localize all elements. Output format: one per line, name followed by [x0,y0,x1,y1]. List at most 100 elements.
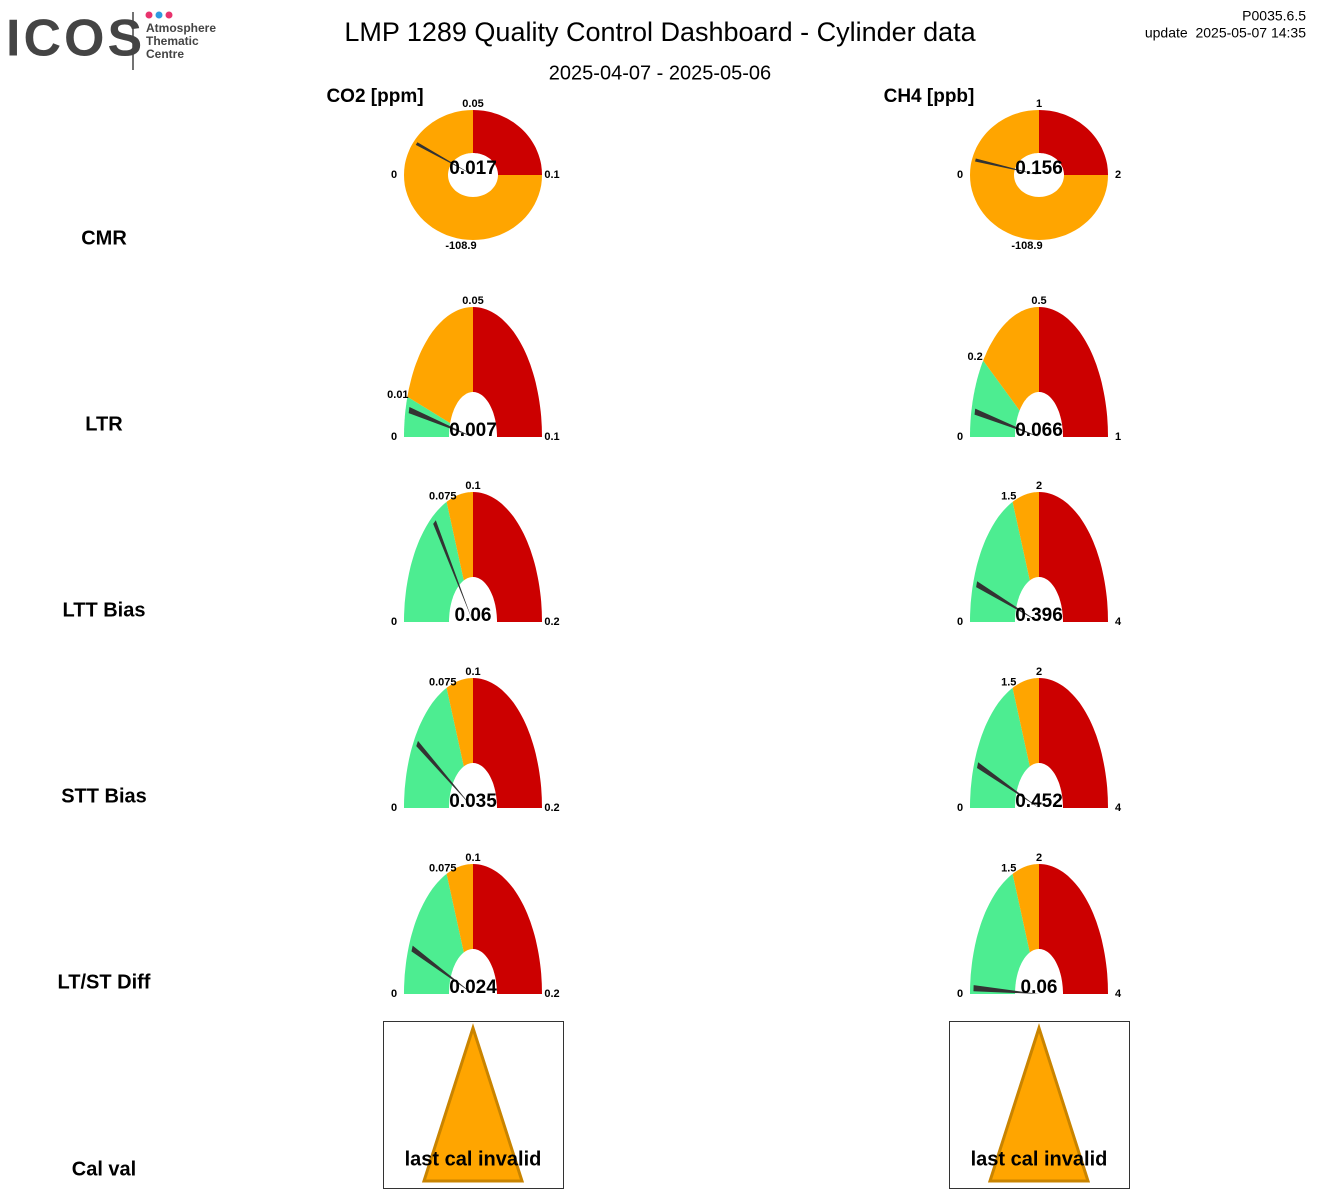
gauge-tick-label: 4 [1115,616,1122,628]
gauge-zone [473,864,542,994]
gauge-tick-label: 2 [1115,169,1121,181]
gauge-zone [970,175,1108,240]
cal-box [949,1021,1130,1189]
gauge-tick-label: 0.075 [429,676,457,688]
gauge-tick-label: 2 [1036,480,1042,492]
logo-dot [145,11,153,19]
gauge-tick-label: 0.2 [967,351,982,363]
gauge-tick-label: 0.1 [544,431,559,443]
cal-status: last cal invalid [971,1148,1108,1170]
subtitle: 2025-04-07 - 2025-05-06 [549,62,771,84]
gauge-needle [415,142,473,175]
title: LMP 1289 Quality Control Dashboard - Cyl… [344,17,976,47]
gauge-tick-label: 0.075 [429,862,457,874]
logo: ICOS [6,10,145,68]
gauge-value: 0.007 [449,420,497,441]
logo-sub: Thematic [146,34,199,48]
gauge-zone [473,307,542,437]
gauge-zone [1012,864,1039,953]
gauge-tick-label: 0 [957,169,963,181]
gauge-tick-label: 0.2 [544,616,559,628]
warning-triangle [421,1023,525,1183]
gauge-needle [433,520,473,622]
gauge-needle [975,158,1039,175]
gauge-value: 0.156 [1015,158,1063,179]
gauge-needle [974,408,1039,437]
gauge-value: 0.396 [1015,605,1063,626]
gauge-needle [416,740,473,808]
row-label: LTT Bias [63,599,146,621]
gauge-zone [446,678,473,767]
gauge-tick-label: 0.05 [462,295,483,307]
gauge-tick-label: 2 [1036,666,1042,678]
gauge-zone [404,687,464,808]
gauge-tick-label: 0.1 [465,852,480,864]
gauge-needle [976,581,1039,622]
update-time: update 2025-05-07 14:35 [1145,25,1306,41]
gauge-tick-label: 0.1 [465,666,480,678]
gauge-zone [1039,307,1108,437]
gauge-zone [407,307,473,424]
gauge-tick-label: 0 [957,802,963,814]
gauge-value: 0.06 [1021,977,1058,998]
gauge-zone [983,307,1039,411]
gauge-value: 0.035 [449,791,497,812]
gauge-zone [473,678,542,808]
gauge-tick-label: 0.5 [1031,295,1046,307]
gauge-tick-label: 0.075 [429,490,457,502]
logo-dot [155,11,163,19]
gauge-zone [1012,678,1039,767]
gauge-tick-label: 1.5 [1001,862,1016,874]
gauge-tick-label: 2 [1036,852,1042,864]
logo-sub: Centre [146,47,184,61]
warning-triangle [987,1023,1091,1183]
gauge-tick-label: 0 [391,802,397,814]
gauge-tick-label: 1 [1115,431,1121,443]
gauge-tick-label: 0 [391,988,397,1000]
gauge-tick-label: -108.9 [1011,240,1042,252]
gauge-tick-label: 4 [1115,988,1122,1000]
gauge-zone [970,360,1020,437]
gauge-tick-label: 0 [391,431,397,443]
gauge-tick-label: 0 [957,988,963,1000]
cal-status: last cal invalid [405,1148,542,1170]
gauge-tick-label: 0 [391,169,397,181]
gauge-zone [473,492,542,622]
gauge-zone [473,110,542,175]
gauge-value: 0.017 [449,158,497,179]
gauge-tick-label: 0.1 [544,169,559,181]
gauge-zone [1039,110,1108,175]
gauge-tick-label: 0 [957,616,963,628]
gauge-zone [1039,678,1108,808]
gauge-tick-label: 1.5 [1001,676,1016,688]
column-header: CH4 [ppb] [884,86,975,107]
gauge-needle [976,762,1039,808]
row-label: LT/ST Diff [58,971,151,993]
gauge-tick-label: 0 [391,616,397,628]
gauge-zone [404,501,464,622]
gauge-zone [970,687,1030,808]
gauge-needle [973,985,1039,994]
gauge-tick-label: 0 [957,431,963,443]
gauge-zone [970,873,1030,994]
row-label: Cal val [72,1158,136,1180]
gauge-value: 0.024 [449,977,497,998]
gauge-tick-label: 0.2 [544,802,559,814]
gauge-zone [1039,864,1108,994]
gauge-needle [411,945,473,994]
gauge-tick-label: 0.2 [544,988,559,1000]
gauge-zone [1039,492,1108,622]
cal-box [383,1021,564,1189]
gauge-tick-label: 0.05 [462,98,483,110]
gauge-tick-label: 1.5 [1001,490,1016,502]
gauge-zone [446,492,473,581]
gauge-zone [404,110,473,175]
version: P0035.6.5 [1242,8,1306,24]
row-label: CMR [81,227,127,249]
row-label: LTR [85,413,123,435]
gauge-value: 0.066 [1015,420,1063,441]
logo-dot [165,11,173,19]
gauge-tick-label: 1 [1036,98,1042,110]
gauge-zone [404,873,464,994]
